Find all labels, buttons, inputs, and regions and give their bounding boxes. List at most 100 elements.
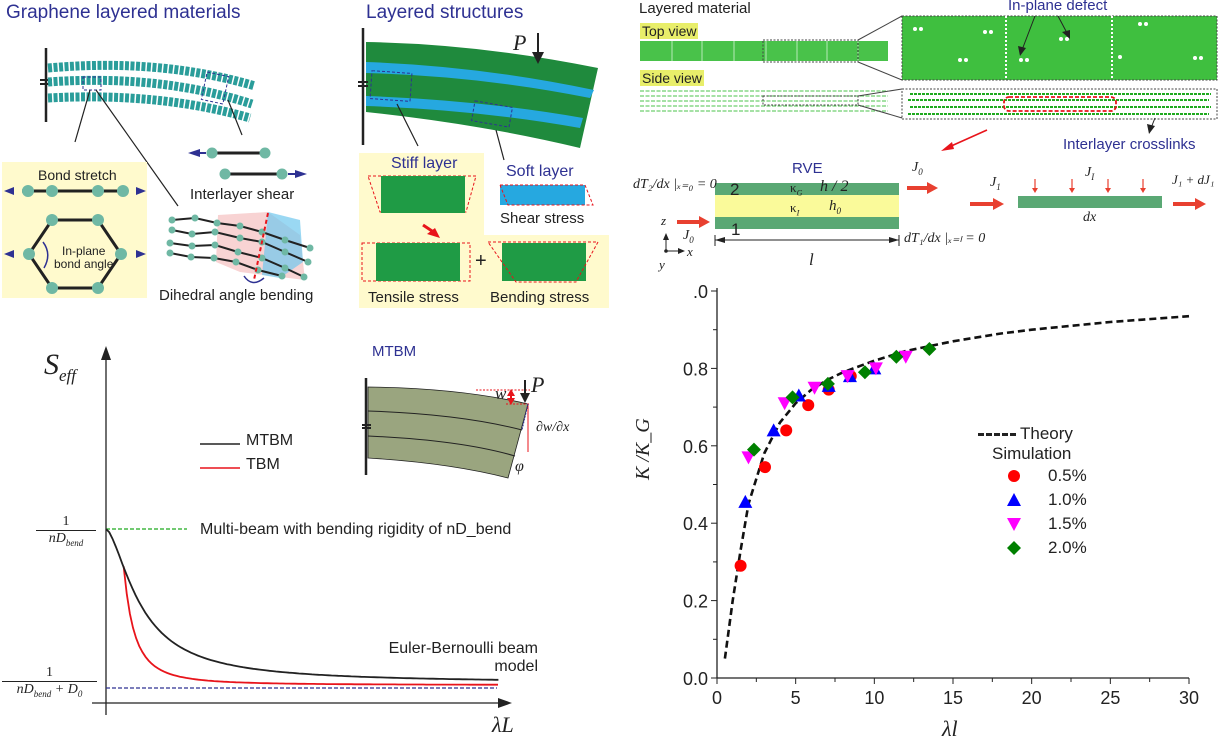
data-point-15: [807, 381, 822, 395]
legend-item: 1.5%: [1006, 512, 1087, 536]
legend-label: 2.0%: [1048, 538, 1087, 557]
legend-mtbm: MTBM: [246, 432, 294, 449]
tensile-stress-label: Tensile stress: [368, 289, 459, 306]
layer-1-label: 1: [731, 220, 741, 239]
layered-beam-figure: [358, 28, 598, 161]
x-tick-label: 30: [1179, 688, 1199, 708]
data-point-05: [734, 559, 747, 572]
interlayer-shear-label: Interlayer shear: [190, 186, 295, 203]
kappa-i-label: κI: [790, 200, 800, 218]
data-point-20: [820, 376, 835, 391]
legend-marker: [1007, 518, 1021, 531]
top-view-label: Top view: [640, 23, 699, 39]
j0-in-label: J0: [683, 228, 694, 245]
x-tick-label: 25: [1100, 688, 1120, 708]
x-tick-label: 10: [864, 688, 884, 708]
axis-x-label: x: [687, 244, 693, 259]
y-tick-upper: 1 nDbend: [36, 514, 96, 548]
panel-a-title: Graphene layered materials: [6, 2, 241, 23]
data-point-15: [898, 350, 913, 364]
y-tick-label: 0.0: [683, 669, 708, 689]
data-point-05: [758, 461, 771, 474]
bond-stretch-label: Bond stretch: [38, 167, 117, 183]
circle-marker-icon: [1008, 470, 1020, 482]
legend-item: 2.0%: [1006, 536, 1087, 560]
legend-theory: Theory: [978, 424, 1087, 444]
legend-label: 1.0%: [1048, 490, 1087, 509]
y-tick-lower: 1 nDbend + D0: [2, 665, 97, 699]
mtbm-curve: [105, 528, 499, 681]
legend-marker: [1007, 493, 1021, 506]
y-axis-label-seff: Seff: [44, 348, 76, 385]
data-point-10: [738, 494, 753, 508]
legend-label: 1.5%: [1048, 514, 1087, 533]
y-axis-label-kkg: K /K_G: [632, 418, 654, 480]
x-tick-label: 5: [791, 688, 801, 708]
panel-c-title: Layered material: [639, 0, 751, 17]
length-label: l: [809, 250, 814, 269]
data-point-05: [780, 424, 793, 437]
shear-stress-label: Shear stress: [500, 210, 585, 227]
kappa-g-label: κG: [790, 180, 803, 198]
theory-dash-icon: [978, 432, 1016, 436]
y-tick-label: 0.6: [683, 437, 708, 457]
in-plane-label-1: In-plane: [62, 244, 106, 258]
y-tick-label: .0: [693, 282, 708, 302]
multi-beam-annotation: Multi-beam with bending rigidity of nD_b…: [200, 521, 512, 538]
bond-box: [2, 162, 147, 298]
y-tick-label: 0.2: [683, 592, 708, 612]
legend-marker: [1008, 470, 1020, 482]
dihedral-label: Dihedral angle bending: [159, 287, 314, 304]
y-tick-label: 0.4: [683, 514, 708, 534]
theory-curve: [723, 314, 1190, 659]
legend-item: 1.0%: [1006, 488, 1087, 512]
data-point-20: [785, 390, 800, 405]
x-axis-label-lambda-L: λL: [492, 712, 514, 737]
x-tick-label: 0: [712, 688, 722, 708]
x-axis-label-lambda-l: λl: [942, 716, 958, 741]
y-tick-label: 0.8: [683, 359, 708, 379]
legend-tbm: TBM: [246, 456, 280, 473]
triangle-down-marker-icon: [1007, 518, 1021, 531]
j0-out-label: J0: [912, 160, 923, 177]
graphene-beam-figure: [40, 48, 314, 284]
h0-label: h0: [829, 198, 841, 216]
data-point-20: [857, 365, 872, 380]
diamond-marker-icon: [1007, 541, 1021, 555]
axis-z-label: z: [661, 213, 667, 228]
interlayer-crosslinks-label: Interlayer crosslinks: [1063, 136, 1196, 153]
triangle-up-marker-icon: [1007, 493, 1021, 506]
seff-chart: [92, 346, 512, 715]
rve-label: RVE: [792, 160, 823, 177]
j1-out-label: J₁ + dJ₁: [1172, 172, 1215, 187]
panel-b-title: Layered structures: [366, 2, 524, 23]
layered-material-figure: [640, 15, 1218, 151]
legend-label: 0.5%: [1048, 466, 1087, 485]
data-point-15: [868, 362, 883, 376]
data-point-20: [922, 342, 937, 357]
bond-stretch-figure: [4, 185, 146, 294]
x-tick-label: 15: [943, 688, 963, 708]
legend-marker: [1007, 541, 1021, 555]
x-axis-arrow: [498, 698, 512, 708]
legend-simulation-title: Simulation: [992, 444, 1072, 463]
plus-sign: +: [475, 250, 487, 272]
side-view-label: Side view: [640, 70, 704, 86]
mtbm-beam-inset: [362, 378, 530, 479]
data-point-10: [766, 423, 781, 437]
data-point-05: [802, 399, 815, 412]
euler-bernoulli-annotation: Euler-Bernoulli beam model: [388, 640, 538, 675]
data-point-15: [777, 397, 792, 411]
data-point-20: [889, 349, 904, 364]
phi-label: φ: [515, 458, 524, 475]
x-tick-label: 20: [1022, 688, 1042, 708]
bc-right: dT₁/dx |ₓ₌ₗ = 0: [904, 231, 986, 246]
axis-y-label: y: [659, 257, 665, 272]
mtbm-inset-title: MTBM: [372, 343, 417, 360]
legend-series-list: 0.5% 1.0% 1.5% 2.0%: [978, 464, 1087, 560]
tbm-curve: [122, 566, 498, 686]
deflection-w-label: w: [495, 384, 507, 403]
soft-layer-label: Soft layer: [506, 163, 574, 180]
bc-left: dT₂/dx |ₓ₌₀ = 0: [633, 177, 717, 192]
slope-label: ∂w/∂x: [536, 420, 570, 435]
